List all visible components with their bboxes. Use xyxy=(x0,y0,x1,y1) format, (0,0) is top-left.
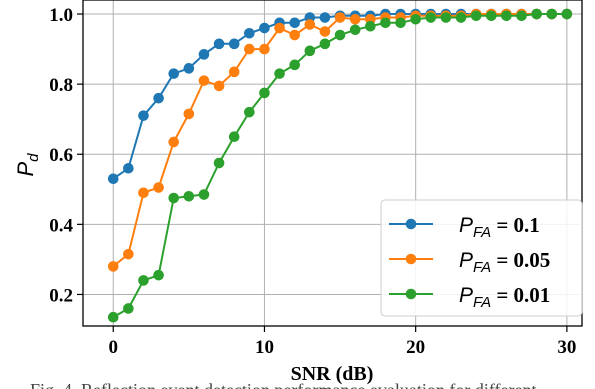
plot-frame xyxy=(82,0,583,327)
data-point xyxy=(107,261,119,272)
y-tick-label: 0.8 xyxy=(49,75,73,96)
data-point xyxy=(259,43,270,55)
data-point xyxy=(349,24,361,36)
data-point xyxy=(244,43,255,55)
legend-label: PFA = 0.05 xyxy=(459,248,550,276)
data-point xyxy=(561,8,573,20)
data-point xyxy=(123,162,134,174)
data-point xyxy=(304,45,316,57)
x-axis-label: SNR (dB) xyxy=(291,363,374,385)
axis-ticks: 0 10 20 30 0.2 0.4 0.6 0.8 1.0 xyxy=(49,5,576,358)
data-point xyxy=(213,80,225,92)
legend-marker xyxy=(405,253,417,265)
data-point xyxy=(380,17,391,29)
data-point xyxy=(138,110,149,121)
data-point xyxy=(107,311,119,323)
legend-item: PFA = 0.1 xyxy=(389,213,540,241)
series-layer xyxy=(107,8,573,323)
legend: PFA = 0.1 PFA = 0.05 PFA = 0.01 xyxy=(380,199,583,317)
data-point xyxy=(319,38,331,50)
data-point xyxy=(259,22,270,34)
data-point xyxy=(319,26,331,37)
legend-label: PFA = 0.1 xyxy=(459,213,540,241)
data-point xyxy=(334,29,346,41)
data-point xyxy=(289,59,300,71)
data-point xyxy=(319,12,331,23)
y-tick-label: 0.4 xyxy=(49,215,73,236)
x-tick-label: 0 xyxy=(108,337,118,358)
x-tick-label: 20 xyxy=(406,337,425,358)
data-point xyxy=(107,173,119,185)
data-point xyxy=(516,10,527,22)
legend-label: PFA = 0.01 xyxy=(459,283,550,311)
legend-item: PFA = 0.05 xyxy=(389,248,550,276)
data-point xyxy=(259,87,270,99)
data-point xyxy=(153,92,164,104)
data-point xyxy=(198,75,210,86)
data-point xyxy=(123,303,134,314)
legend-item: PFA = 0.01 xyxy=(389,283,550,311)
data-point xyxy=(123,248,134,260)
data-point xyxy=(501,10,512,22)
y-tick-label: 0.6 xyxy=(49,145,73,166)
data-point xyxy=(334,12,346,23)
data-point xyxy=(485,10,497,22)
data-point xyxy=(228,66,240,78)
data-point xyxy=(425,12,437,23)
data-point xyxy=(138,187,149,199)
data-point xyxy=(289,17,300,29)
data-point xyxy=(470,10,482,22)
data-point xyxy=(349,13,361,25)
data-point xyxy=(168,136,180,148)
data-point xyxy=(183,108,195,120)
series xyxy=(107,8,573,323)
data-point xyxy=(168,68,180,79)
data-point xyxy=(365,20,376,32)
data-point xyxy=(198,189,210,200)
legend-marker xyxy=(405,218,417,230)
x-tick-label: 10 xyxy=(255,337,274,358)
y-tick-label: 1.0 xyxy=(49,5,73,26)
data-point xyxy=(138,275,149,286)
data-point xyxy=(198,49,210,60)
data-point xyxy=(440,12,452,23)
data-point xyxy=(153,269,164,281)
data-point xyxy=(183,63,195,74)
y-tick-label: 0.2 xyxy=(49,285,73,306)
y-axis-label: Pd xyxy=(13,153,42,177)
data-point xyxy=(531,8,542,20)
data-point xyxy=(304,19,316,30)
data-point xyxy=(183,191,195,202)
data-point xyxy=(244,28,255,39)
data-point xyxy=(213,157,225,169)
data-point xyxy=(546,8,558,20)
data-point xyxy=(244,106,255,118)
data-point xyxy=(274,22,285,34)
legend-box xyxy=(380,199,583,317)
data-point xyxy=(395,17,406,29)
data-point xyxy=(228,131,240,143)
figure-caption: Fig. 4. Reflection event detection perfo… xyxy=(30,380,536,389)
data-point xyxy=(289,29,300,41)
data-point xyxy=(228,38,240,50)
legend-marker xyxy=(405,288,417,300)
x-tick-label: 30 xyxy=(557,337,576,358)
data-point xyxy=(410,13,421,25)
data-point xyxy=(168,192,180,204)
data-point xyxy=(274,68,285,79)
data-point xyxy=(153,182,164,193)
data-point xyxy=(213,38,225,50)
data-point xyxy=(455,12,467,23)
